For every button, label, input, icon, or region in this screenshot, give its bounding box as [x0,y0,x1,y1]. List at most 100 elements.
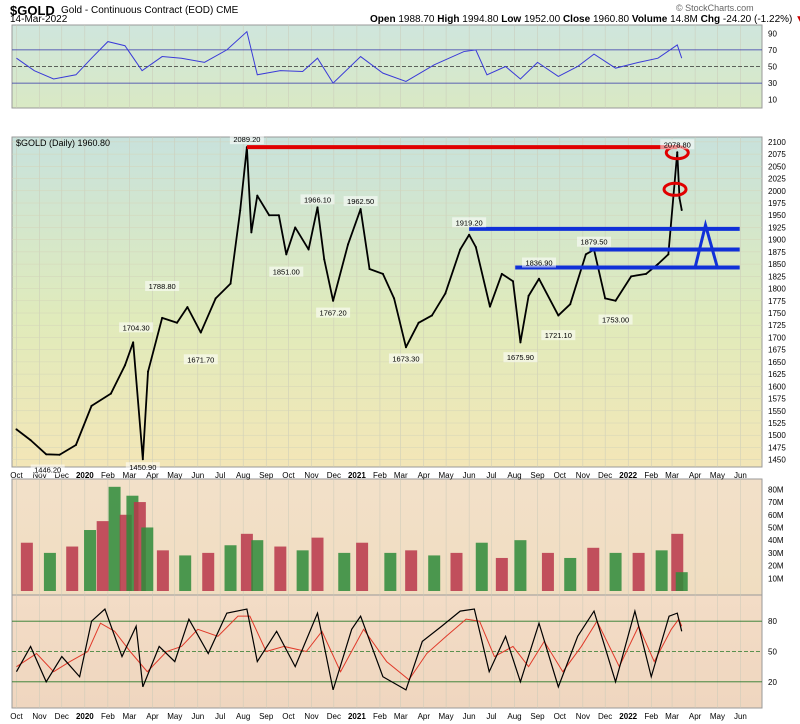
price-point [584,253,587,256]
y-tick-label: 1900 [768,236,786,245]
y-tick-label: 90 [768,29,777,38]
price-point [393,297,396,300]
x-tick-label: Dec [598,471,612,480]
open-label: Open [370,14,396,25]
price-point [186,306,189,309]
x-tick-label: May [167,471,182,480]
volume-bar [108,486,121,591]
price-panel [11,136,763,468]
y-tick-label: 1975 [768,199,786,208]
x-tick-label: Aug [507,471,521,480]
volume-bar [141,527,154,591]
x-tick-label: 2022 [619,471,637,480]
price-label-bg [522,257,557,268]
price-point [404,346,407,349]
y-tick-label: 1775 [768,297,786,306]
x-tick-label: Nov [576,471,590,480]
price-point [332,299,335,302]
x-tick-label: Oct [10,471,23,480]
price-point [109,392,112,395]
price-point [161,316,164,319]
volume-bar [66,546,79,591]
price-label: 1704.30 [123,323,150,332]
x-tick-label: Feb [101,712,115,721]
price-label-bg [452,217,487,228]
volume-bar [202,552,215,591]
contract-name: Gold - Continuous Contract (EOD) CME [61,5,238,16]
x-tick-label: Nov [32,712,46,721]
y-tick-label: 30M [768,549,784,558]
low-value: 1952.00 [524,14,561,25]
price-point [557,314,560,317]
signal-line [16,615,683,681]
y-tick-label: 10M [768,574,784,583]
y-tick-label: 1700 [768,333,786,342]
down-arrow-icon: ▼ [795,14,800,25]
y-tick-label: 2100 [768,138,786,147]
price-label-bg [598,314,633,325]
price-point [256,194,259,197]
price-label: 2089.20 [233,135,260,144]
price-point [630,275,633,278]
volume-bar [311,537,324,591]
price-point [45,453,48,456]
x-tick-label: 2020 [76,471,94,480]
price-point [527,294,530,297]
x-tick-label: Sep [530,471,545,480]
close-label: Close [562,14,591,25]
y-tick-label: 80M [768,485,784,494]
y-tick-label: 1475 [768,443,786,452]
volume-bar [428,555,441,591]
price-point [676,151,679,154]
ohlc-strip: Open 1988.70 High 1994.80 Low 1952.00 Cl… [370,14,800,25]
volume-bar [296,550,309,591]
x-tick-label: Dec [327,712,341,721]
volume-bar [514,540,527,591]
y-tick-label: 50 [768,648,777,657]
y-tick-label: 1875 [768,248,786,257]
y-tick-label: 50M [768,523,784,532]
watermark: © StockCharts.com [676,3,754,13]
volume-bar [356,542,369,591]
price-label: 1446.20 [34,466,61,475]
y-tick-label: 1725 [768,321,786,330]
y-tick-label: 1550 [768,407,786,416]
price-point [474,246,477,248]
x-tick-label: Oct [282,712,295,721]
y-tick-label: 70M [768,498,784,507]
x-tick-label: May [167,712,182,721]
volume-bar [632,552,645,591]
price-label-bg [541,330,576,341]
y-tick-label: 20M [768,562,784,571]
price-label-bg [660,139,695,150]
price-label-bg [316,307,351,318]
y-tick-label: 1500 [768,431,786,440]
price-point [58,453,61,456]
volume-bar [587,547,600,591]
price-label-bg [183,354,218,365]
symbol: $GOLD [10,3,55,18]
chg-label: Chg [700,14,721,25]
y-tick-label: 1800 [768,285,786,294]
price-label: 1675.90 [507,353,534,362]
x-tick-label: Aug [236,712,250,721]
volume-bar [96,521,109,591]
y-tick-label: 60M [768,511,784,520]
y-tick-label: 1950 [768,211,786,220]
price-label-bg [343,196,378,207]
price-point [488,305,491,308]
price-label: 1767.20 [320,309,347,318]
price-point [239,209,242,212]
y-tick-label: 1750 [768,309,786,318]
volume-bar [179,555,192,591]
volume-bar [675,572,688,591]
y-tick-label: 2000 [768,187,786,196]
x-tick-label: 2021 [348,471,366,480]
price-point [656,263,659,266]
price-point [346,243,349,246]
x-tick-label: 2020 [76,712,94,721]
volume-bar [450,552,463,591]
y-tick-label: 10 [768,96,777,105]
x-tick-label: Jun [734,471,747,480]
